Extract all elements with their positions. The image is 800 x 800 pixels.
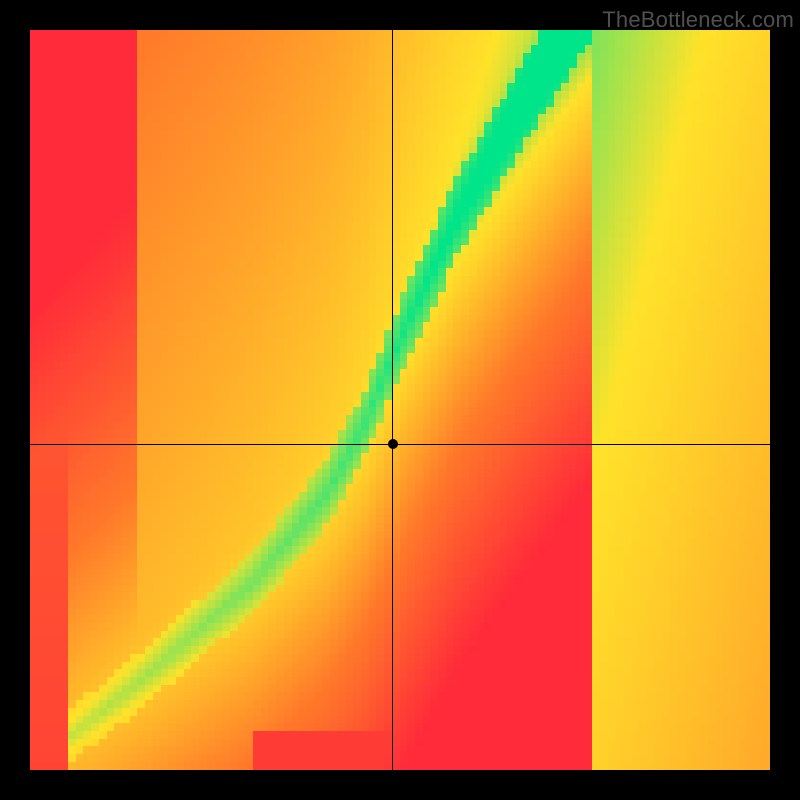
watermark-text: TheBottleneck.com <box>602 7 794 33</box>
bottleneck-heatmap <box>30 30 770 770</box>
crosshair-marker <box>388 439 398 449</box>
crosshair-horizontal <box>30 444 770 445</box>
crosshair-vertical <box>392 30 393 770</box>
